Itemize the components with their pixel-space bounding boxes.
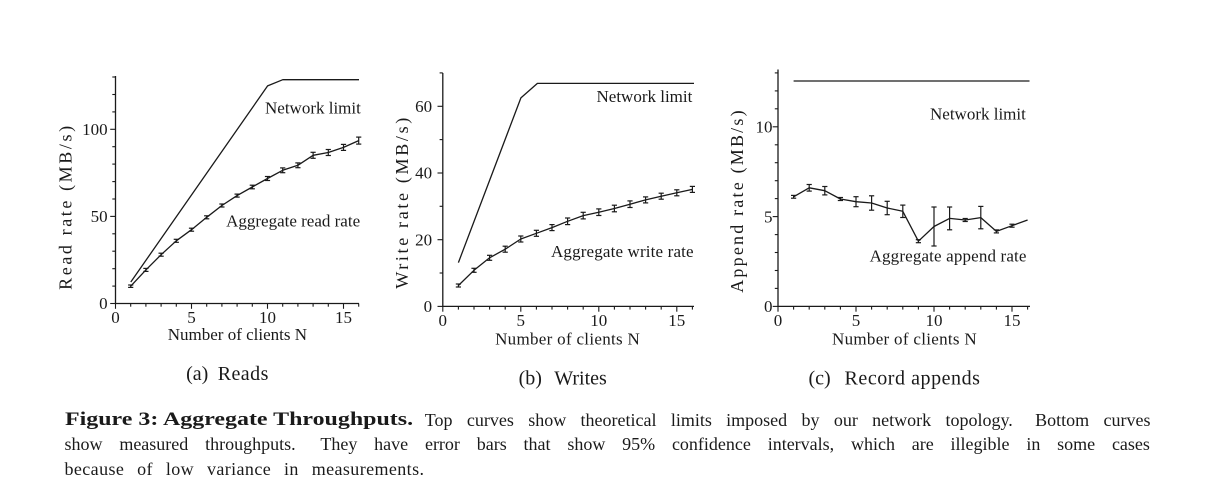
svg-text:5: 5 [517,311,526,330]
svg-text:Aggregate write rate: Aggregate write rate [551,242,694,261]
svg-text:Number of clients N: Number of clients N [832,329,977,348]
svg-text:15: 15 [1004,311,1021,330]
svg-text:Aggregate append rate: Aggregate append rate [870,247,1027,266]
svg-text:Network limit: Network limit [930,104,1026,123]
svg-text:10: 10 [756,118,773,137]
svg-text:5: 5 [852,311,861,330]
svg-text:15: 15 [335,308,352,327]
svg-text:0: 0 [424,297,433,316]
svg-text:Append rate (MB/s): Append rate (MB/s) [727,108,748,293]
svg-text:0: 0 [439,311,448,330]
svg-text:Read rate (MB/s): Read rate (MB/s) [56,123,77,290]
svg-text:0: 0 [111,308,120,327]
svg-text:Reads: Reads [218,363,269,385]
svg-text:5: 5 [187,308,196,327]
svg-text:Number of clients N: Number of clients N [168,325,307,344]
svg-text:60: 60 [415,97,432,116]
svg-text:0: 0 [764,297,773,316]
svg-text:Aggregate read rate: Aggregate read rate [226,212,360,231]
svg-text:Number of clients N: Number of clients N [495,329,640,348]
svg-text:50: 50 [91,207,108,226]
svg-text:Network limit: Network limit [597,87,693,106]
svg-text:0: 0 [99,294,108,313]
svg-text:10: 10 [926,311,943,330]
svg-text:Writes: Writes [554,368,607,390]
svg-text:0: 0 [774,311,783,330]
svg-text:Network limit: Network limit [265,98,361,117]
svg-text:15: 15 [668,311,685,330]
svg-text:5: 5 [764,207,773,226]
svg-text:(a): (a) [186,363,208,385]
svg-text:20: 20 [415,230,432,249]
svg-text:100: 100 [82,120,108,139]
svg-text:Write rate (MB/s): Write rate (MB/s) [392,115,413,289]
svg-text:10: 10 [259,308,276,327]
svg-text:Record appends: Record appends [845,368,981,390]
svg-text:(b): (b) [519,368,542,390]
svg-text:40: 40 [415,164,432,183]
svg-text:10: 10 [590,311,607,330]
svg-text:(c): (c) [809,368,831,390]
